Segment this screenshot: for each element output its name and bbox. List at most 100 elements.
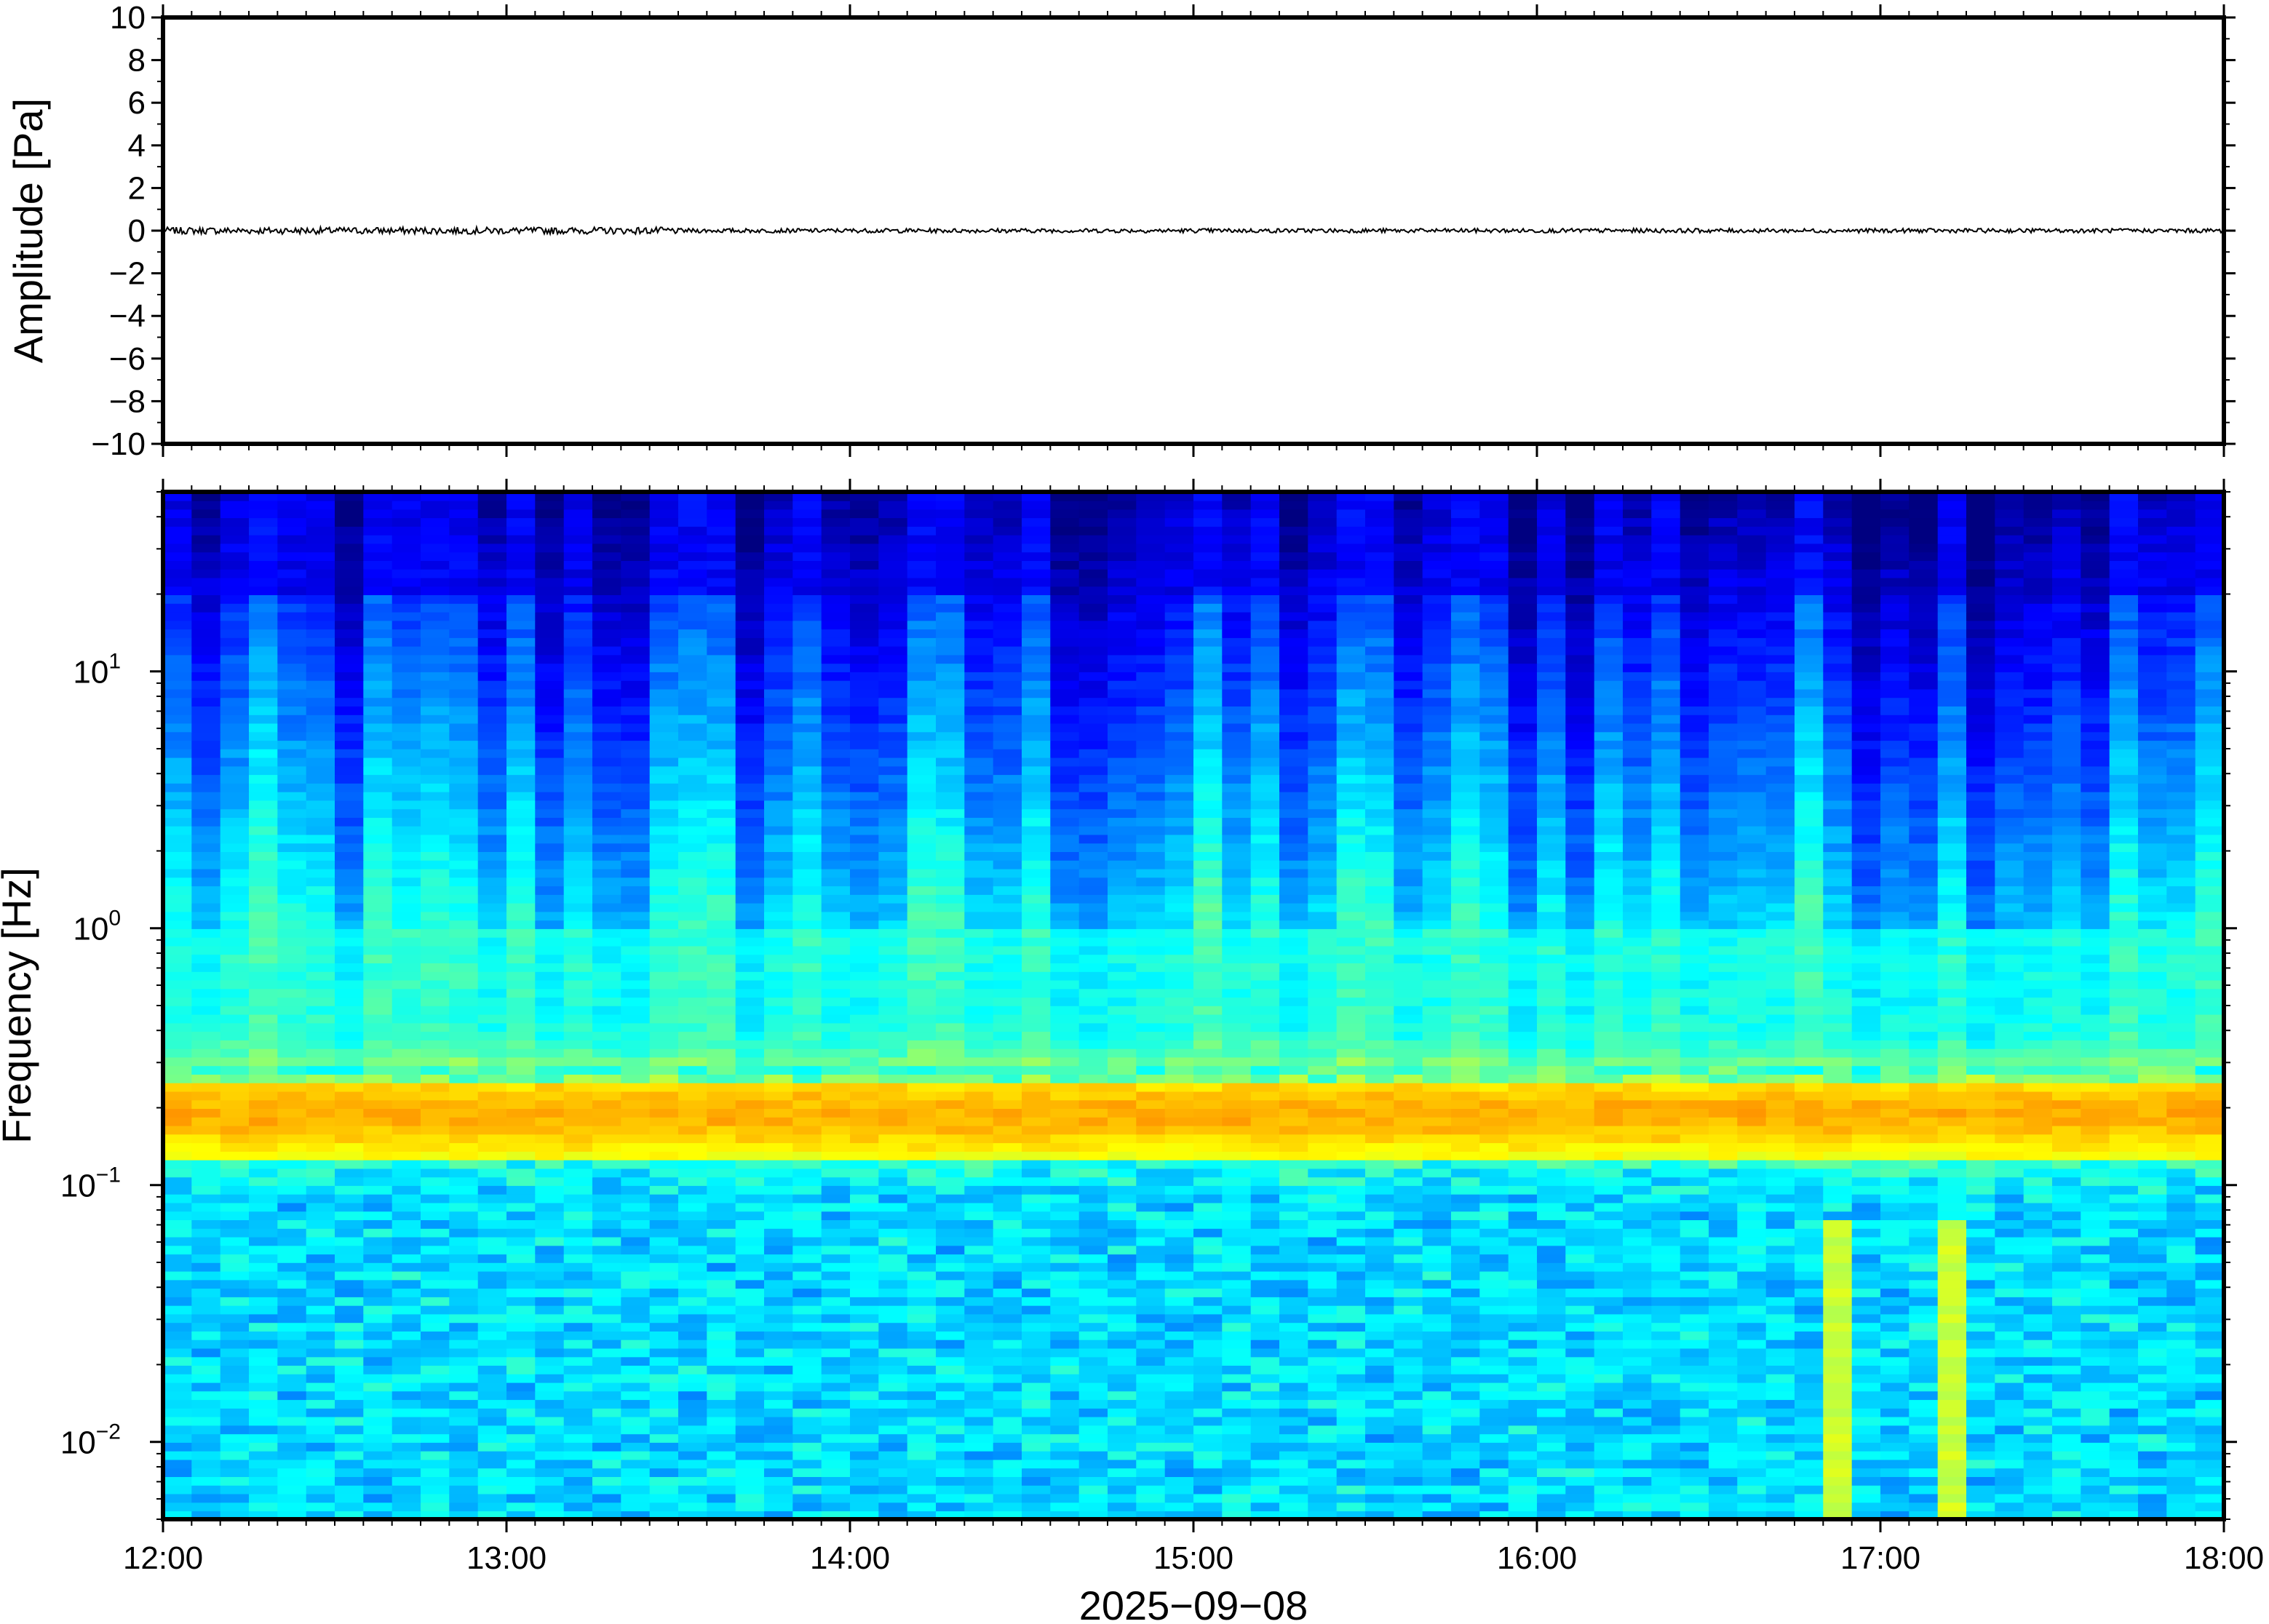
spectrogram-cell [592, 1399, 622, 1409]
spectrogram-cell [821, 1390, 851, 1401]
spectrogram-cell [1308, 1356, 1338, 1366]
spectrogram-cell [335, 1297, 365, 1306]
spectrogram-cell [2023, 1151, 2053, 1161]
spectrogram-cell [335, 1356, 365, 1366]
spectrogram-cell [2023, 1022, 2053, 1032]
spectrogram-cell [1594, 1476, 1624, 1486]
spectrogram-cell [1765, 1348, 1795, 1358]
spectrogram-cell [1050, 1510, 1080, 1519]
spectrogram-cell [2052, 1502, 2082, 1512]
spectrogram-cell [2138, 1288, 2168, 1297]
spectrogram-cell [964, 1442, 994, 1452]
spectrogram-cell [2138, 954, 2168, 963]
spectrogram-cell [649, 1279, 679, 1289]
spectrogram-cell [1279, 1117, 1309, 1126]
spectrogram-cell [792, 1339, 822, 1349]
spectrogram-cell [1795, 1134, 1824, 1144]
spectrogram-cell [335, 1313, 365, 1324]
spectrogram-cell [821, 1365, 851, 1374]
spectrogram-cell [1651, 1142, 1681, 1152]
spectrogram-cell [2052, 971, 2082, 981]
spectrogram-cell [1022, 1254, 1052, 1263]
spectrogram-cell [2023, 1382, 2053, 1392]
spectrogram-cell [1164, 1227, 1194, 1238]
spectrogram-cell [1193, 971, 1223, 981]
spectrogram-cell [220, 1450, 250, 1460]
spectrogram-cell [392, 1442, 421, 1452]
spectrogram-cell [649, 1322, 679, 1332]
spectrogram-cell [1451, 1510, 1481, 1519]
spectrogram-cell [1222, 1399, 1252, 1409]
spectrogram-cell [2052, 1006, 2082, 1015]
spectrogram-cell [477, 1168, 507, 1178]
spectrogram-cell [735, 1022, 765, 1032]
spectrogram-cell [1623, 1056, 1653, 1067]
spectrogram-cell [621, 1322, 651, 1332]
spectrogram-cell [678, 1177, 708, 1186]
spectrogram-cell [1164, 1313, 1194, 1324]
spectrogram-cell [249, 979, 279, 990]
spectrogram-cell [1394, 1399, 1423, 1409]
spectrogram-cell [1995, 1297, 2024, 1306]
spectrogram-cell [1795, 1202, 1824, 1212]
spectrogram-cell [2023, 1270, 2053, 1281]
spectrogram-cell [649, 1219, 679, 1229]
spectrogram-cell [477, 1048, 507, 1058]
spectrogram-cell [1022, 971, 1052, 981]
spectrogram-cell [363, 1022, 393, 1032]
spectrogram-cell [936, 1510, 966, 1519]
spectrogram-cell [449, 963, 479, 972]
spectrogram-cell [621, 1065, 651, 1075]
spectrogram-cell [220, 1031, 250, 1040]
spectrogram-cell [2023, 1134, 2053, 1144]
spectrogram-cell [2166, 1390, 2196, 1401]
spectrogram-cell [936, 1425, 966, 1435]
spectrogram-cell [163, 1219, 193, 1229]
spectrogram-cell [506, 945, 536, 955]
spectrogram-cell [1880, 1313, 1910, 1324]
spectrogram-cell [1193, 1031, 1223, 1040]
spectrogram-cell [878, 1151, 908, 1161]
spectrogram-cell [907, 1117, 937, 1126]
spectrogram-cell [592, 1074, 622, 1083]
spectrogram-cell [1479, 1331, 1509, 1340]
spectrogram-cell [1880, 1374, 1910, 1383]
spectrogram-cell [1193, 1099, 1223, 1109]
spectrogram-cell [1479, 1142, 1509, 1152]
spectrogram-cell [2195, 1151, 2224, 1161]
spectrogram-cell [850, 1227, 880, 1238]
spectrogram-cell [592, 1040, 622, 1049]
spectrogram-cell [449, 1108, 479, 1118]
spectrogram-cell [1737, 1493, 1767, 1503]
spectrogram-cell [2052, 1313, 2082, 1324]
spectrogram-cell [1394, 1108, 1423, 1118]
spectrogram-cell [1880, 1134, 1910, 1144]
spectrogram-cell [2166, 1227, 2196, 1238]
spectrogram-cell [2138, 1022, 2168, 1032]
spectrogram-cell [2138, 1262, 2168, 1272]
spectrogram-cell [1222, 1056, 1252, 1067]
spectrogram-cell [1394, 971, 1423, 981]
spectrogram-cell [1537, 1408, 1567, 1417]
spectrogram-cell [1279, 1134, 1309, 1144]
spectrogram-cell [2109, 1065, 2139, 1075]
spectrogram-cell [1365, 1048, 1395, 1058]
spectrogram-cell [878, 1279, 908, 1289]
spectrogram-cell [1795, 1056, 1824, 1067]
spectrogram-cell [1451, 1408, 1481, 1417]
spectrogram-cell [249, 1117, 279, 1126]
spectrogram-cell [1451, 1416, 1481, 1426]
spectrogram-cell [707, 1151, 736, 1161]
spectrogram-cell [1880, 1091, 1910, 1101]
spectrogram-cell [1050, 1151, 1080, 1161]
spectrogram-cell [1078, 1082, 1108, 1092]
spectrogram-cell [936, 954, 966, 963]
spectrogram-cell [1108, 971, 1137, 981]
spectrogram-cell [1164, 1108, 1194, 1118]
spectrogram-cell [621, 954, 651, 963]
spectrogram-cell [306, 1048, 335, 1058]
spectrogram-cell [621, 1348, 651, 1358]
spectrogram-cell [850, 1134, 880, 1144]
spectrogram-cell [306, 963, 335, 972]
spectrogram-cell [163, 1134, 193, 1144]
